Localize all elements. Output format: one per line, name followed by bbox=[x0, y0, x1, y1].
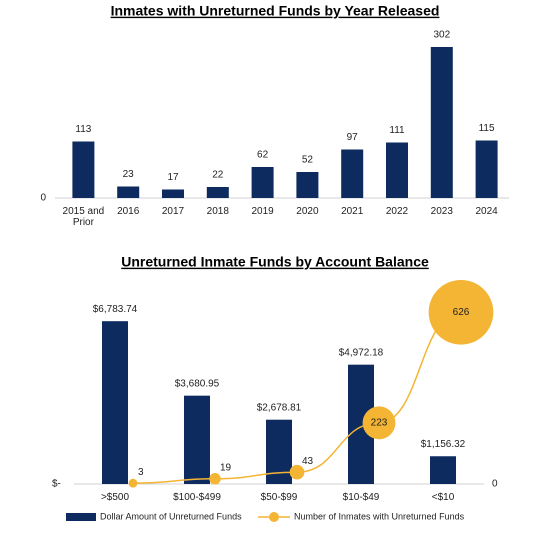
x-tick-label-box: 2021 bbox=[341, 206, 364, 217]
x-tick-label: 2022 bbox=[385, 206, 409, 217]
x-tick-label-box: 2023 bbox=[430, 206, 453, 217]
x-tick-label: 2019 bbox=[251, 206, 274, 217]
bar bbox=[184, 395, 210, 484]
data-label: 223 bbox=[371, 417, 388, 428]
bubble bbox=[209, 473, 221, 485]
x-tick-label: 2017 bbox=[161, 206, 185, 217]
data-label: 52 bbox=[302, 155, 314, 166]
legend-label: Number of Inmates with Unreturned Funds bbox=[294, 511, 465, 521]
bar bbox=[430, 47, 453, 198]
bar bbox=[251, 167, 274, 198]
chart-title: Unreturned Inmate Funds by Account Balan… bbox=[121, 254, 429, 270]
data-label: 115 bbox=[479, 123, 495, 134]
bar bbox=[206, 187, 229, 198]
bar bbox=[117, 186, 140, 198]
bubble bbox=[362, 406, 396, 440]
x-tick-label-box: 2022 bbox=[385, 206, 409, 217]
data-label: 22 bbox=[212, 170, 224, 181]
data-label: 3 bbox=[138, 467, 144, 478]
data-label: 626 bbox=[453, 307, 470, 318]
y2-tick-label: 0 bbox=[492, 479, 498, 490]
x-tick-label-box: 2020 bbox=[296, 206, 319, 217]
x-tick-label: 2023 bbox=[430, 206, 453, 217]
bar bbox=[296, 172, 319, 198]
x-tick-label-box: 2019 bbox=[251, 206, 274, 217]
legend-swatch bbox=[269, 512, 279, 522]
x-tick-label: 2018 bbox=[206, 206, 229, 217]
bar bbox=[341, 149, 364, 198]
x-tick-label: 2024 bbox=[475, 206, 498, 217]
bubble bbox=[128, 478, 138, 488]
bar bbox=[72, 141, 95, 198]
x-tick-label: $50-$99 bbox=[260, 492, 298, 503]
x-tick-label: 2016 bbox=[117, 206, 140, 217]
data-label: 43 bbox=[302, 456, 314, 467]
x-tick-label-box: 2015 and Prior bbox=[62, 206, 105, 228]
bar bbox=[475, 140, 498, 198]
line bbox=[132, 311, 462, 484]
data-label: $4,972.18 bbox=[339, 347, 384, 358]
x-tick-label-box: $10-$49 bbox=[342, 492, 380, 503]
y-tick-label: $- bbox=[52, 479, 61, 490]
bar bbox=[162, 189, 184, 198]
x-tick-label-box: 2018 bbox=[206, 206, 229, 217]
chart-title: Inmates with Unreturned Funds by Year Re… bbox=[111, 3, 440, 19]
data-label: 17 bbox=[167, 172, 179, 183]
data-label: $3,680.95 bbox=[175, 378, 220, 389]
x-tick-label-box: 2017 bbox=[161, 206, 185, 217]
x-tick-label: $10-$49 bbox=[342, 492, 380, 503]
legend-swatch bbox=[66, 513, 96, 521]
x-tick-label-box: >$500 bbox=[100, 492, 130, 503]
x-tick-label-box: 2016 bbox=[117, 206, 140, 217]
legend-label: Dollar Amount of Unreturned Funds bbox=[100, 511, 242, 521]
data-label: 62 bbox=[257, 150, 269, 161]
data-label: 97 bbox=[347, 132, 359, 143]
y-tick-label: 0 bbox=[40, 193, 46, 204]
data-label: $6,783.74 bbox=[93, 304, 138, 315]
data-label: 111 bbox=[389, 125, 405, 136]
bar bbox=[430, 456, 456, 484]
x-tick-label-box: 2024 bbox=[475, 206, 498, 217]
data-label: 19 bbox=[220, 462, 232, 473]
data-label: $1,156.32 bbox=[421, 439, 466, 450]
data-label: 302 bbox=[433, 30, 450, 41]
x-tick-label: 2021 bbox=[341, 206, 364, 217]
x-tick-label-box: <$10 bbox=[431, 492, 455, 503]
x-tick-label: >$500 bbox=[100, 492, 130, 503]
x-tick-label: <$10 bbox=[431, 492, 455, 503]
data-label: 113 bbox=[75, 124, 91, 135]
data-label: 23 bbox=[123, 169, 135, 180]
x-tick-label-box: $50-$99 bbox=[260, 492, 298, 503]
bar bbox=[386, 142, 408, 198]
data-label: $2,678.81 bbox=[257, 402, 302, 413]
x-tick-label: 2015 and Prior bbox=[62, 206, 105, 228]
bar bbox=[102, 321, 128, 484]
bubble bbox=[289, 464, 305, 480]
x-tick-label: $100-$499 bbox=[173, 492, 221, 503]
x-tick-label-box: $100-$499 bbox=[173, 492, 221, 503]
bubble bbox=[428, 279, 494, 345]
x-tick-label: 2020 bbox=[296, 206, 319, 217]
